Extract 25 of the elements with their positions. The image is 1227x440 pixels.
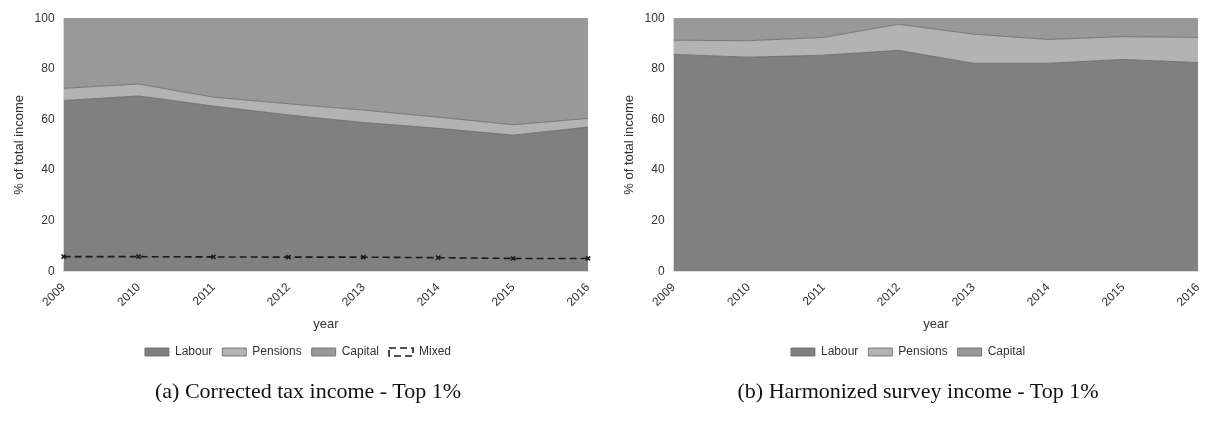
- y-tick-label: 100: [644, 10, 665, 25]
- legend-label: Labour: [174, 344, 213, 359]
- y-tick-label: 40: [651, 162, 665, 177]
- legend-label: Pensions: [252, 344, 302, 359]
- y-axis-title: % of total income: [621, 94, 637, 195]
- text: (b) Harmonized survey income - Top 1%: [736, 378, 1100, 404]
- y-tick-label: 60: [651, 111, 665, 126]
- y-axis-title: % of total income: [11, 94, 27, 195]
- y-tick-label: 0: [657, 263, 665, 278]
- legend-label: Labour: [820, 344, 859, 359]
- y-tick-label: 80: [41, 61, 55, 76]
- legend-label: Mixed: [419, 344, 452, 359]
- legend-label: Pensions: [898, 344, 948, 359]
- y-tick-label: 60: [41, 111, 55, 126]
- text: (a) Corrected tax income - Top 1%: [154, 378, 462, 404]
- x-axis-title: year: [313, 315, 340, 331]
- y-tick-label: 0: [47, 263, 55, 278]
- x-axis-title: year: [923, 315, 950, 331]
- y-tick-label: 40: [41, 162, 55, 177]
- y-tick-label: 20: [651, 213, 665, 228]
- y-tick-label: 20: [41, 213, 55, 228]
- y-tick-label: 80: [651, 61, 665, 76]
- legend-label: Capital: [987, 344, 1026, 359]
- y-tick-label: 100: [34, 10, 55, 25]
- legend-label: Capital: [341, 344, 380, 359]
